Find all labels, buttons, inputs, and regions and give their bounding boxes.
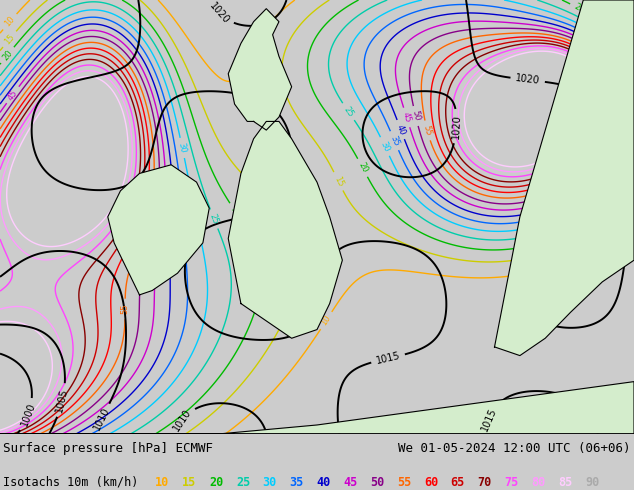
Text: 85: 85 bbox=[558, 476, 573, 489]
Text: 80: 80 bbox=[531, 476, 545, 489]
Text: 20: 20 bbox=[356, 161, 369, 174]
Text: 1010: 1010 bbox=[92, 406, 112, 432]
Text: 35: 35 bbox=[290, 476, 304, 489]
Polygon shape bbox=[228, 122, 342, 338]
Text: 1000: 1000 bbox=[19, 402, 37, 428]
Polygon shape bbox=[495, 0, 634, 356]
Text: 25: 25 bbox=[236, 476, 250, 489]
Text: 45: 45 bbox=[401, 111, 413, 124]
Text: 1015: 1015 bbox=[375, 351, 401, 366]
Text: Surface pressure [hPa] ECMWF: Surface pressure [hPa] ECMWF bbox=[3, 442, 213, 455]
Text: 1020: 1020 bbox=[451, 114, 462, 139]
Text: 1010: 1010 bbox=[172, 408, 193, 434]
Text: 55: 55 bbox=[120, 304, 129, 314]
Text: 10: 10 bbox=[155, 476, 169, 489]
Text: 20: 20 bbox=[573, 2, 586, 15]
Text: 45: 45 bbox=[343, 476, 358, 489]
Text: 90: 90 bbox=[585, 476, 599, 489]
Text: 20: 20 bbox=[209, 476, 223, 489]
Text: 55: 55 bbox=[422, 124, 433, 137]
Text: 15: 15 bbox=[332, 174, 345, 188]
Text: 35: 35 bbox=[388, 134, 401, 147]
Text: 65: 65 bbox=[451, 476, 465, 489]
Text: 1020: 1020 bbox=[515, 74, 541, 86]
Text: 40: 40 bbox=[395, 123, 407, 136]
Text: 25: 25 bbox=[342, 105, 355, 119]
Text: 10: 10 bbox=[623, 13, 634, 27]
Text: 10: 10 bbox=[240, 54, 252, 68]
Text: 20: 20 bbox=[229, 205, 242, 219]
Text: 50: 50 bbox=[143, 240, 154, 252]
Polygon shape bbox=[108, 165, 209, 295]
Text: 40: 40 bbox=[316, 476, 331, 489]
Text: 10: 10 bbox=[3, 15, 16, 29]
Text: Isotachs 10m (km/h): Isotachs 10m (km/h) bbox=[3, 476, 153, 489]
Text: 15: 15 bbox=[182, 476, 197, 489]
Polygon shape bbox=[228, 9, 292, 130]
Text: 25: 25 bbox=[208, 213, 220, 225]
Text: 45: 45 bbox=[6, 88, 20, 102]
Polygon shape bbox=[0, 382, 634, 434]
Text: 35: 35 bbox=[179, 228, 189, 239]
Text: 1015: 1015 bbox=[480, 406, 499, 433]
Text: 55: 55 bbox=[397, 476, 411, 489]
Text: 50: 50 bbox=[410, 110, 421, 122]
Text: 50: 50 bbox=[370, 476, 384, 489]
Text: 20: 20 bbox=[1, 48, 14, 62]
Text: 15: 15 bbox=[260, 190, 274, 203]
Text: 30: 30 bbox=[177, 142, 188, 154]
Text: 30: 30 bbox=[378, 140, 391, 153]
Text: 1005: 1005 bbox=[55, 387, 70, 414]
Text: 60: 60 bbox=[424, 476, 438, 489]
Text: 70: 70 bbox=[477, 476, 492, 489]
Text: 30: 30 bbox=[262, 476, 277, 489]
Text: 15: 15 bbox=[3, 32, 16, 46]
Text: 40: 40 bbox=[167, 238, 176, 249]
Text: 10: 10 bbox=[320, 314, 333, 327]
Text: 1020: 1020 bbox=[208, 0, 231, 25]
Text: We 01-05-2024 12:00 UTC (06+06): We 01-05-2024 12:00 UTC (06+06) bbox=[398, 442, 631, 455]
Text: 75: 75 bbox=[505, 476, 519, 489]
Text: 15: 15 bbox=[608, 16, 622, 30]
